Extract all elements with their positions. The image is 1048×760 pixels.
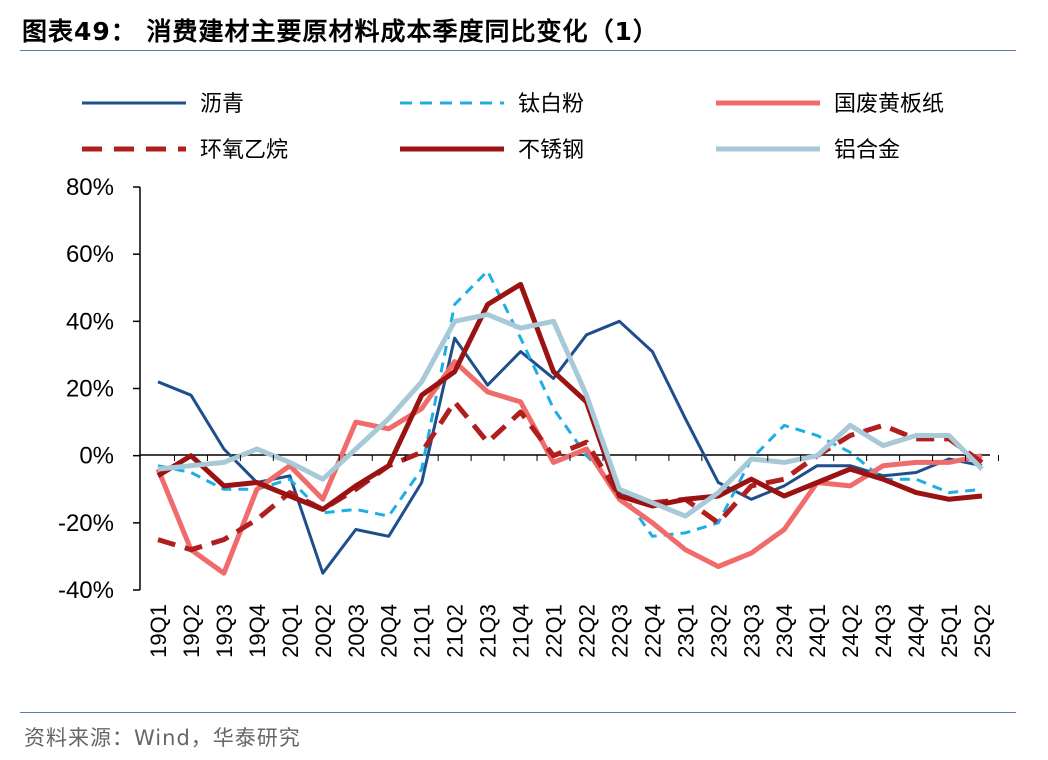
x-axis-ticks: 19Q1 19Q2 19Q3 19Q4 20Q1 20Q2 20Q3 20Q4 21Q1 21Q2…	[146, 455, 999, 658]
x-tick-label: 25Q1	[937, 604, 962, 658]
title-rule	[20, 50, 1016, 51]
series-line-4	[156, 281, 983, 512]
legend-label-3: 环氧乙烷	[200, 138, 288, 163]
x-tick-label: 24Q1	[805, 604, 830, 658]
y-axis-ticks: 80% 60% 40% 20% 0% -20% -40%	[58, 174, 140, 604]
legend-label-0: 沥青	[200, 92, 244, 117]
y-tick-label: 40%	[66, 308, 114, 335]
y-tick-label: -20%	[58, 510, 114, 537]
x-tick-label: 21Q2	[443, 604, 468, 658]
x-tick-label: 25Q2	[970, 604, 995, 658]
x-tick-label: 19Q4	[245, 604, 270, 658]
x-tick-label: 22Q4	[640, 604, 665, 658]
x-tick-label: 21Q1	[410, 604, 435, 658]
x-tick-label: 20Q3	[344, 604, 369, 658]
series-line-1	[157, 269, 983, 538]
x-tick-label: 22Q2	[574, 604, 599, 658]
y-tick-label: 20%	[66, 376, 114, 403]
legend-label-5: 铝合金	[834, 138, 900, 163]
x-tick-label: 24Q4	[904, 604, 929, 658]
x-tick-label: 23Q4	[772, 604, 797, 658]
y-tick-label: 80%	[66, 174, 114, 201]
x-tick-label: 21Q4	[509, 604, 534, 658]
y-tick-label: -40%	[58, 577, 114, 604]
series-line-5	[157, 312, 984, 519]
series-line-3	[157, 399, 984, 553]
x-tick-label: 20Q4	[377, 604, 402, 658]
x-tick-label: 23Q2	[706, 604, 731, 658]
x-tick-label: 24Q3	[871, 604, 896, 658]
y-tick-label: 0%	[79, 443, 114, 470]
y-tick-label: 60%	[66, 241, 114, 268]
x-tick-label: 19Q1	[146, 604, 171, 658]
x-tick-label: 22Q1	[542, 604, 567, 658]
x-tick-label: 23Q1	[673, 604, 698, 658]
x-tick-label: 22Q3	[607, 604, 632, 658]
chart-axes	[139, 187, 990, 590]
source-rule	[20, 712, 1016, 713]
x-tick-label: 23Q3	[739, 604, 764, 658]
x-tick-label: 20Q1	[278, 604, 303, 658]
x-tick-label: 20Q2	[311, 604, 336, 658]
source-note: 资料来源：Wind，华泰研究	[24, 726, 301, 750]
x-tick-label: 21Q3	[476, 604, 501, 658]
chart-title: 图表49： 消费建材主要原材料成本季度同比变化（1）	[22, 17, 659, 46]
legend-label-2: 国废黄板纸	[834, 92, 944, 117]
x-tick-label: 19Q2	[179, 604, 204, 658]
x-tick-label: 24Q2	[838, 604, 863, 658]
x-tick-label: 19Q3	[212, 604, 237, 658]
chart-series	[155, 269, 984, 576]
legend-label-1: 钛白粉	[518, 92, 584, 117]
legend-label-4: 不锈钢	[518, 138, 584, 163]
